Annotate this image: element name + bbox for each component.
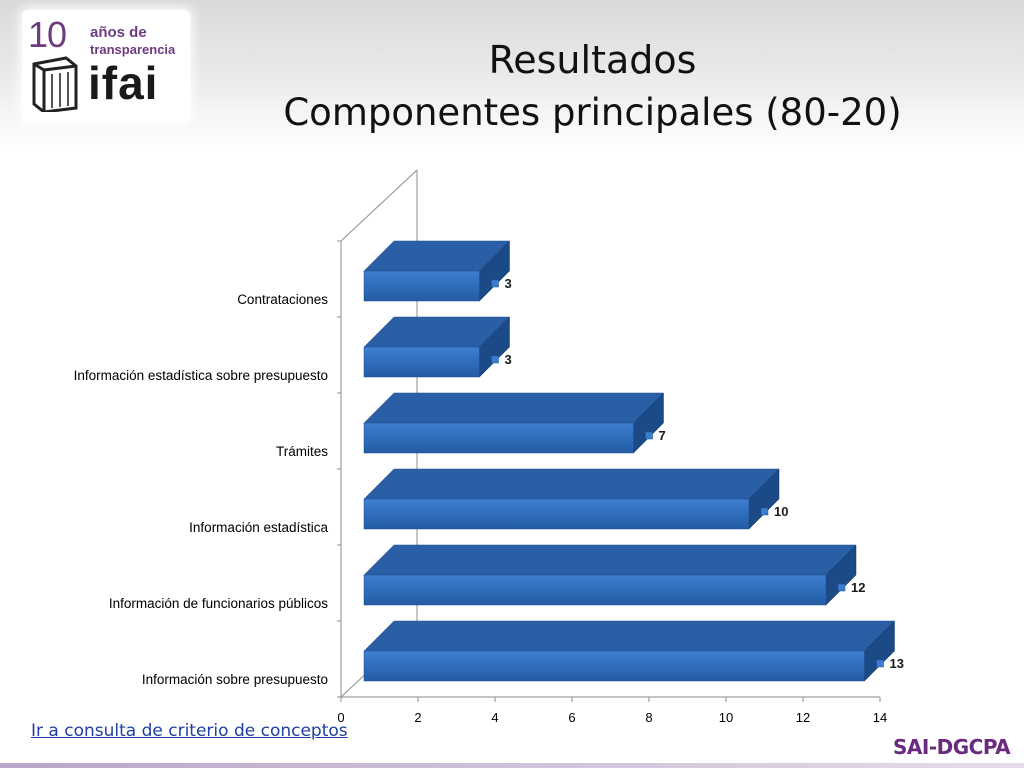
category-label: Información estadística bbox=[189, 520, 328, 535]
criteria-link[interactable]: Ir a consulta de criterio de conceptos bbox=[31, 721, 348, 741]
x-tick-label: 14 bbox=[873, 710, 887, 725]
data-label-marker bbox=[760, 507, 769, 516]
x-tick-label: 2 bbox=[414, 710, 421, 725]
logo-word: ifai bbox=[88, 57, 159, 109]
bar bbox=[363, 574, 827, 606]
logo-box-icon bbox=[32, 56, 78, 112]
logo-text-line1: años de bbox=[90, 24, 147, 41]
data-label: 13 bbox=[890, 656, 904, 671]
data-label-marker bbox=[837, 583, 846, 592]
bar-top-face bbox=[363, 468, 780, 500]
bar bbox=[363, 422, 634, 454]
logo-text-line2: transparencia bbox=[90, 42, 176, 57]
bar bbox=[363, 650, 865, 682]
category-label: Información de funcionarios públicos bbox=[109, 596, 328, 611]
logo-number: 10 bbox=[28, 14, 67, 55]
data-label: 3 bbox=[505, 276, 512, 291]
category-label: Trámites bbox=[276, 444, 328, 459]
data-label-marker bbox=[645, 431, 653, 440]
brand-label: SAI-DGCPA bbox=[893, 735, 1011, 759]
bar bbox=[363, 498, 750, 530]
x-tick-label: 10 bbox=[719, 710, 733, 725]
data-label: 12 bbox=[851, 580, 865, 595]
x-tick-label: 8 bbox=[645, 710, 652, 725]
category-label: Información estadística sobre presupuest… bbox=[74, 368, 328, 383]
slide-title: Resultados bbox=[488, 38, 697, 82]
x-tick-label: 6 bbox=[568, 710, 575, 725]
data-label-marker bbox=[876, 659, 884, 668]
data-label: 7 bbox=[659, 428, 666, 443]
bar-top-face bbox=[363, 392, 665, 424]
category-label: Contrataciones bbox=[237, 292, 328, 307]
data-label: 3 bbox=[505, 352, 512, 367]
data-label-marker bbox=[491, 279, 499, 288]
data-label-marker bbox=[491, 355, 499, 364]
data-label: 10 bbox=[774, 504, 788, 519]
bar bbox=[363, 270, 480, 302]
bar-top-face bbox=[363, 620, 896, 652]
bar-top-face bbox=[363, 544, 857, 576]
bar bbox=[363, 346, 480, 378]
back-wall-edge bbox=[340, 169, 418, 242]
slide-subtitle: Componentes principales (80-20) bbox=[283, 91, 902, 134]
footer-line bbox=[0, 763, 1024, 768]
x-tick-label: 0 bbox=[337, 710, 344, 725]
x-tick-label: 12 bbox=[796, 710, 810, 725]
category-label: Información sobre presupuesto bbox=[142, 672, 328, 687]
ifai-logo: 10 años de transparencia ifai bbox=[22, 10, 190, 122]
x-tick-label: 4 bbox=[491, 710, 498, 725]
